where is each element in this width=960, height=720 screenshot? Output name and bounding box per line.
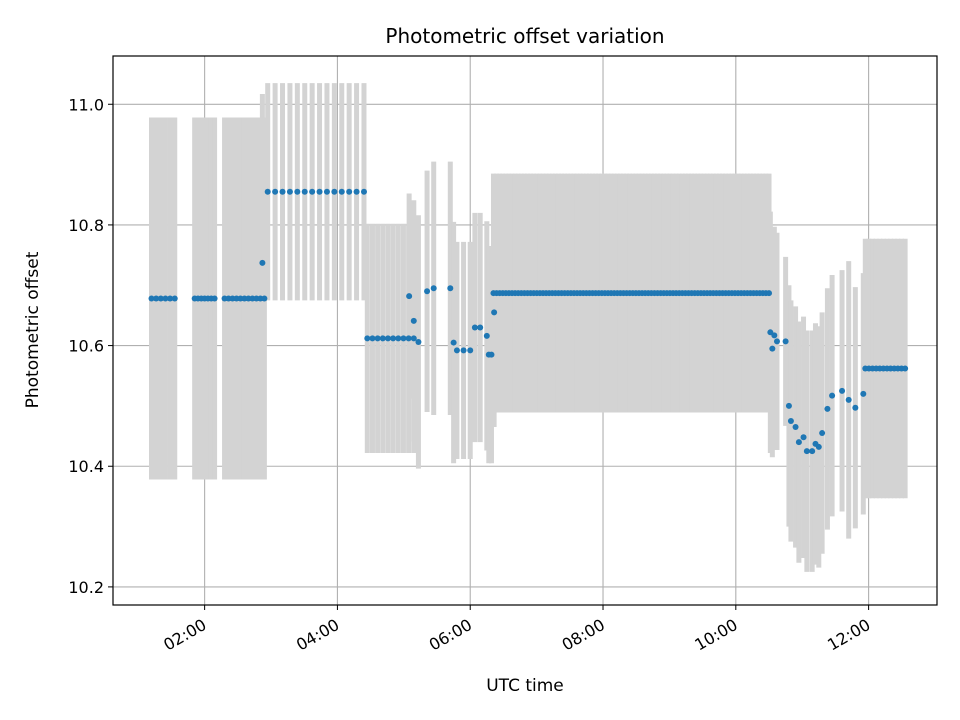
data-point: [331, 188, 338, 195]
data-point: [815, 443, 822, 450]
data-point: [353, 188, 360, 195]
data-point: [374, 335, 381, 342]
data-point: [852, 404, 859, 411]
y-axis-label: Photometric offset: [23, 251, 43, 408]
data-point: [157, 295, 164, 302]
data-point: [769, 345, 776, 352]
data-point: [384, 335, 391, 342]
data-point: [460, 347, 467, 354]
data-point: [477, 324, 484, 331]
y-tick-label: 10.2: [68, 578, 104, 597]
data-point: [395, 335, 402, 342]
data-point: [286, 188, 293, 195]
data-point: [410, 335, 417, 342]
data-point: [771, 332, 778, 339]
data-point: [782, 338, 789, 345]
error-bar-layer: [149, 83, 908, 572]
data-point: [829, 392, 836, 399]
data-point: [471, 324, 478, 331]
data-point: [148, 295, 155, 302]
data-point: [773, 338, 780, 345]
data-point: [424, 288, 431, 295]
data-point: [301, 188, 308, 195]
data-point: [795, 439, 802, 446]
data-point: [360, 188, 367, 195]
data-point: [415, 338, 422, 345]
data-point: [453, 347, 460, 354]
y-tick-label: 10.8: [68, 216, 104, 235]
data-point: [803, 448, 810, 455]
data-point: [491, 309, 498, 316]
data-point: [405, 335, 412, 342]
data-point: [430, 285, 437, 292]
x-tick-label: 06:00: [426, 615, 475, 655]
data-point: [279, 188, 286, 195]
data-point: [171, 295, 178, 302]
data-point: [809, 448, 816, 455]
data-point: [902, 365, 909, 372]
data-point: [153, 295, 160, 302]
data-point: [860, 390, 867, 397]
y-tick-label: 10.6: [68, 337, 104, 356]
data-point: [390, 335, 397, 342]
data-point: [766, 290, 773, 297]
data-point: [261, 295, 268, 302]
x-axis-label: UTC time: [486, 676, 564, 696]
point-layer: [148, 188, 909, 455]
data-point: [447, 285, 454, 292]
data-point: [364, 335, 371, 342]
data-point: [787, 417, 794, 424]
data-point: [792, 424, 799, 431]
data-point: [162, 295, 169, 302]
x-tick-label: 08:00: [559, 615, 608, 655]
data-point: [316, 188, 323, 195]
data-point: [467, 347, 474, 354]
data-point: [800, 434, 807, 441]
data-point: [410, 317, 417, 324]
data-point: [346, 188, 353, 195]
data-point: [819, 430, 826, 437]
data-point: [785, 402, 792, 409]
x-tick-label: 10:00: [691, 615, 740, 655]
data-point: [824, 405, 831, 412]
data-point: [488, 351, 495, 358]
data-point: [845, 396, 852, 403]
data-point: [264, 188, 271, 195]
data-point: [323, 188, 330, 195]
data-point: [167, 295, 174, 302]
data-point: [450, 339, 457, 346]
data-point: [483, 332, 490, 339]
x-tick-label: 04:00: [293, 615, 342, 655]
data-point: [379, 335, 386, 342]
data-point: [309, 188, 316, 195]
data-point: [839, 387, 846, 394]
data-point: [294, 188, 301, 195]
data-point: [369, 335, 376, 342]
plot-frame: [112, 55, 938, 606]
data-point: [211, 295, 218, 302]
data-point: [259, 259, 266, 266]
y-tick-label: 10.4: [68, 457, 104, 476]
x-tick-label: 12:00: [824, 615, 873, 655]
x-tick-label: 02:00: [160, 615, 209, 655]
data-point: [400, 335, 407, 342]
data-point: [406, 293, 413, 300]
chart-title: Photometric offset variation: [385, 24, 664, 48]
y-tick-label: 11.0: [68, 95, 104, 114]
data-point: [272, 188, 279, 195]
data-point: [338, 188, 345, 195]
